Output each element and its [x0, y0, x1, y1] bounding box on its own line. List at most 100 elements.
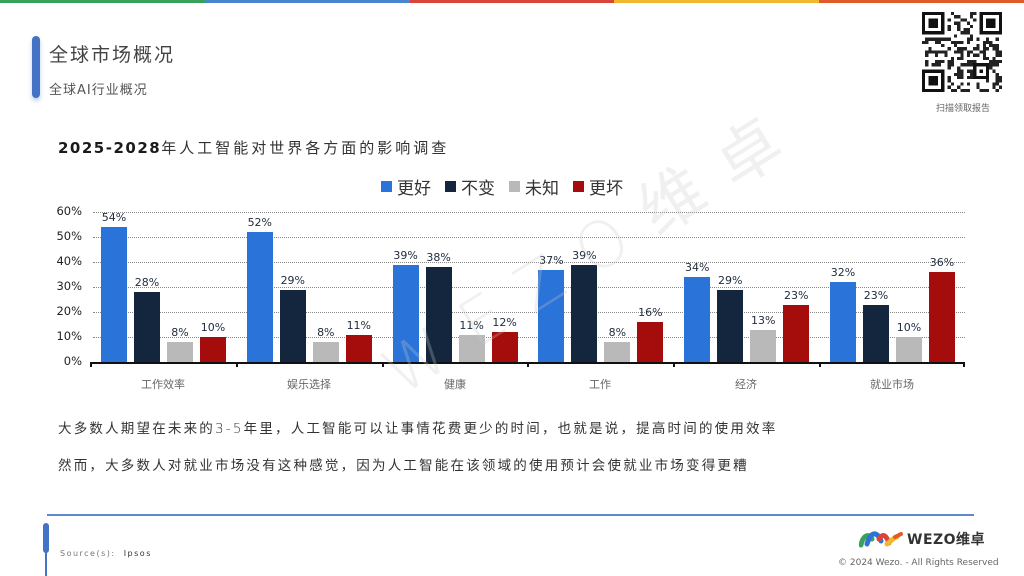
y-tick-label: 40%: [56, 254, 82, 268]
top-bar-segment: [0, 0, 205, 3]
page-title: 全球市场概况: [49, 44, 176, 66]
bar-value-label: 32%: [830, 266, 856, 279]
bar-value-label: 13%: [750, 313, 776, 327]
qr-caption: 扫描领取报告: [935, 104, 990, 114]
bar-0-0[interactable]: [101, 227, 127, 362]
y-tick-label: 10%: [56, 329, 82, 343]
bar-value-label: 8%: [171, 326, 189, 339]
bar-1-0[interactable]: [246, 232, 273, 362]
bar-5-1[interactable]: [863, 304, 889, 362]
footer-accent-bar: [43, 523, 49, 553]
body-text-line-1: 大多数人期望在未来的3-5年里，人工智能可以让事情花费更少的时间，也就是说，提高…: [58, 421, 778, 437]
bar-2-3[interactable]: [491, 332, 518, 362]
bar-3-3[interactable]: [637, 322, 664, 362]
bar-3-2[interactable]: [604, 342, 631, 362]
bar-value-label: 10%: [896, 321, 922, 334]
bar-1-2[interactable]: [312, 342, 339, 362]
legend-item-unchanged[interactable]: 不变: [445, 174, 495, 199]
axis-tick: [90, 362, 92, 367]
legend-swatch-icon: [445, 181, 456, 192]
gridline: [93, 287, 965, 288]
source-value: Ipsos: [123, 549, 152, 558]
top-bar-segment: [819, 0, 1024, 3]
chart-title-text: 年人工智能对世界各方面的影响调查: [161, 139, 450, 157]
bar-value-label: 29%: [280, 273, 306, 287]
body-text-line-2: 然而，大多数人对就业市场没有这种感觉，因为人工智能在该领域的使用预计会使就业市场…: [58, 458, 749, 474]
source-label: Source(s):: [60, 549, 116, 558]
category-label: 就业市场: [870, 378, 914, 391]
bar-0-3[interactable]: [200, 337, 226, 362]
bar-value-label: 29%: [717, 273, 743, 287]
source-note: Source(s): Ipsos: [60, 549, 152, 558]
y-tick-label: 30%: [56, 279, 82, 293]
axis-tick: [673, 362, 676, 367]
page-subtitle: 全球AI行业概况: [49, 83, 148, 98]
title-accent-bar: [32, 36, 40, 98]
bar-1-3[interactable]: [345, 334, 372, 362]
bar-value-label: 28%: [134, 276, 160, 289]
bar-value-label: 37%: [539, 253, 564, 267]
bar-5-3[interactable]: [929, 272, 955, 362]
gridline: [93, 312, 965, 313]
wezo-logo[interactable]: WEZO维卓: [859, 529, 985, 549]
gridline: [93, 337, 965, 338]
bar-value-label: 34%: [684, 261, 710, 274]
bar-value-label: 38%: [426, 251, 451, 264]
bar-value-label: 8%: [317, 326, 335, 339]
bar-0-2[interactable]: [167, 342, 193, 362]
axis-tick: [819, 362, 821, 367]
axis-tick: [527, 362, 530, 367]
chart-title: 2025-2028年人工智能对世界各方面的影响调查: [58, 137, 449, 158]
chart-title-years: 2025-2028: [58, 139, 162, 157]
bar-5-2[interactable]: [896, 337, 922, 362]
footer-divider: [47, 514, 974, 516]
axis-tick: [962, 362, 965, 367]
bar-value-label: 39%: [572, 248, 597, 262]
bar-value-label: 54%: [101, 211, 127, 224]
gridline: [93, 262, 965, 263]
chart-legend: 更好 不变 未知 更坏: [381, 174, 623, 199]
bar-5-0[interactable]: [830, 282, 856, 362]
y-tick-label: 20%: [56, 304, 82, 318]
legend-item-unknown[interactable]: 未知: [509, 174, 559, 199]
bar-4-3[interactable]: [783, 304, 810, 362]
legend-label: 未知: [525, 179, 559, 199]
bar-2-0[interactable]: [392, 264, 419, 362]
bar-3-0[interactable]: [538, 269, 565, 362]
bar-4-1[interactable]: [717, 289, 744, 362]
qr-code-icon[interactable]: [922, 12, 1002, 92]
bar-4-0[interactable]: [684, 277, 711, 362]
bar-1-1[interactable]: [279, 289, 306, 362]
category-label: 健康: [444, 378, 466, 391]
legend-swatch-icon: [509, 181, 520, 192]
bar-value-label: 11%: [459, 318, 484, 332]
gridline: [93, 212, 965, 213]
legend-item-better[interactable]: 更好: [381, 174, 431, 199]
copyright: © 2024 Wezo. - All Rights Reserved: [838, 558, 999, 568]
legend-label: 更好: [397, 179, 431, 199]
top-bar-segment: [409, 0, 615, 3]
legend-label: 不变: [461, 179, 495, 199]
bar-0-1[interactable]: [134, 292, 160, 362]
footer-accent-line: [45, 550, 47, 576]
bar-2-1[interactable]: [425, 267, 452, 362]
legend-label: 更坏: [589, 179, 623, 199]
legend-item-worse[interactable]: 更坏: [573, 174, 623, 199]
top-bar-segment: [204, 0, 410, 3]
bar-value-label: 36%: [929, 256, 955, 269]
bar-value-label: 10%: [200, 321, 226, 334]
bar-value-label: 39%: [393, 248, 418, 262]
category-label: 经济: [735, 378, 757, 391]
bar-2-2[interactable]: [458, 334, 485, 362]
y-tick-label: 0%: [63, 354, 82, 368]
bar-value-label: 12%: [492, 316, 517, 329]
axis-tick: [235, 362, 238, 367]
bar-3-1[interactable]: [571, 264, 598, 362]
bar-4-2[interactable]: [750, 329, 777, 362]
bar-value-label: 11%: [346, 318, 372, 332]
wezo-logo-icon: [859, 531, 903, 548]
gridline: [93, 237, 965, 238]
bar-value-label: 23%: [863, 288, 889, 302]
bar-value-label: 16%: [638, 306, 663, 319]
legend-swatch-icon: [573, 181, 584, 192]
